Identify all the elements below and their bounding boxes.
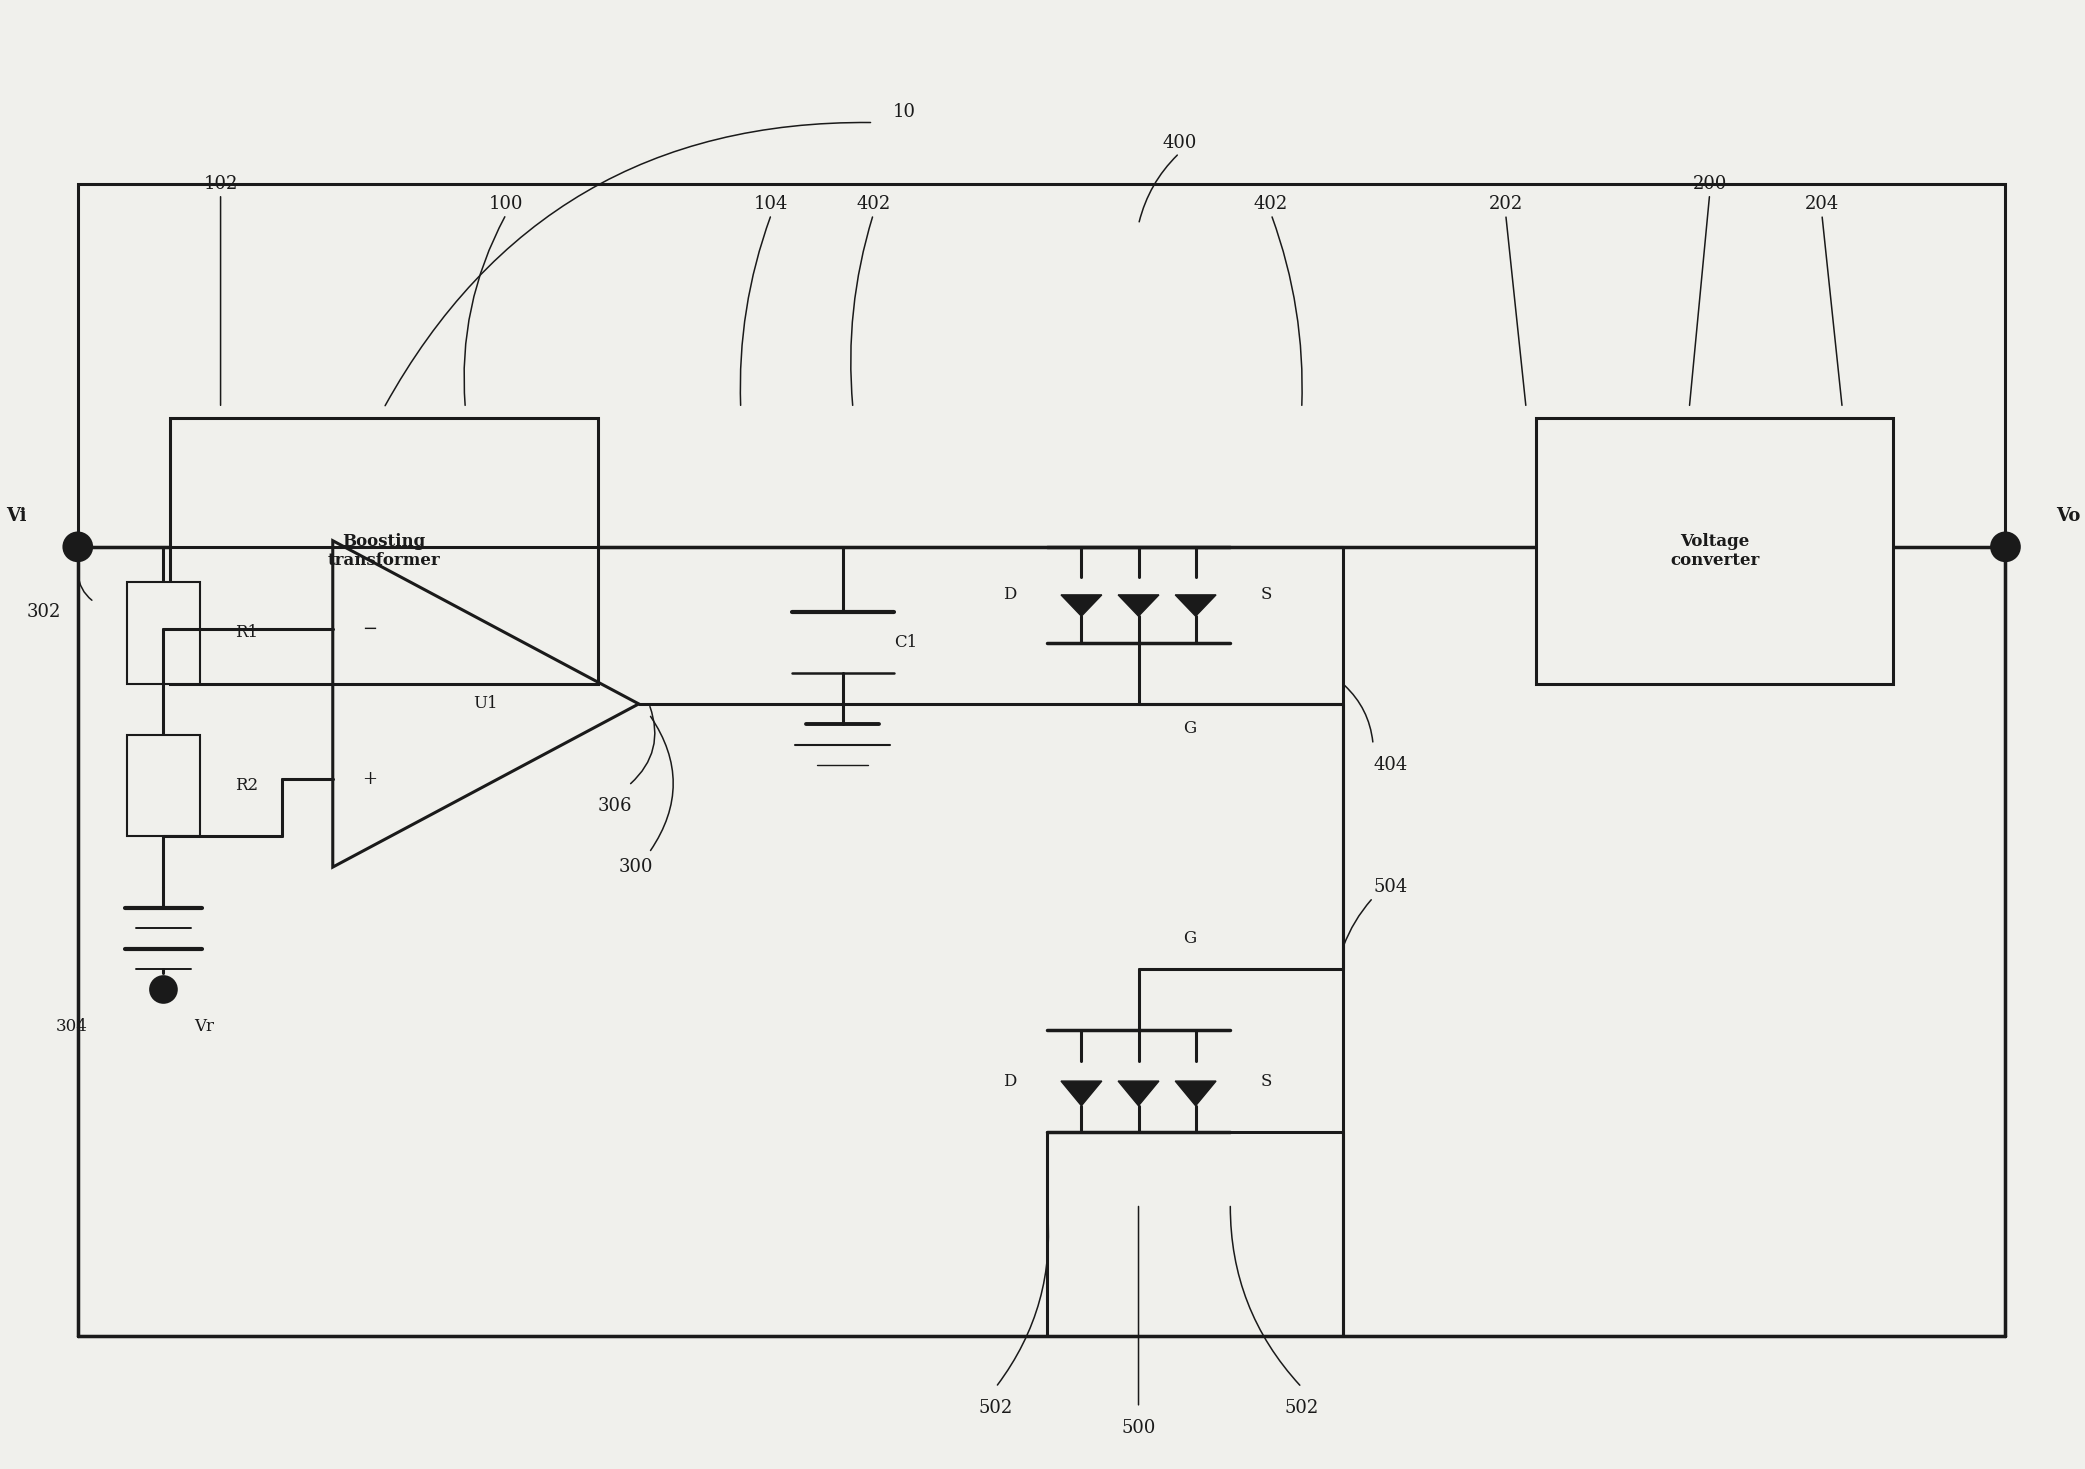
Text: S: S	[1261, 586, 1272, 604]
Bar	[1537, 419, 1893, 683]
Text: 204: 204	[1806, 195, 1839, 213]
Bar	[169, 419, 598, 683]
Text: R2: R2	[236, 777, 259, 795]
Text: 402: 402	[1253, 195, 1289, 213]
Text: G: G	[1184, 930, 1197, 948]
Text: 10: 10	[892, 103, 915, 122]
Text: D: D	[1003, 1072, 1015, 1090]
Bar	[127, 734, 200, 836]
Text: S: S	[1261, 1072, 1272, 1090]
Bar	[77, 184, 2006, 1337]
Polygon shape	[1118, 1081, 1159, 1106]
Text: Boosting
transformer: Boosting transformer	[327, 533, 440, 569]
Text: 504: 504	[1374, 878, 1407, 896]
Text: 100: 100	[488, 195, 523, 213]
Text: C1: C1	[894, 635, 917, 651]
Text: 502: 502	[978, 1398, 1013, 1416]
Polygon shape	[1176, 595, 1216, 616]
Polygon shape	[1061, 1081, 1101, 1106]
Text: 200: 200	[1693, 175, 1726, 192]
Text: 400: 400	[1161, 134, 1197, 151]
Text: 402: 402	[857, 195, 890, 213]
Text: 104: 104	[755, 195, 788, 213]
Text: 302: 302	[27, 604, 60, 621]
Text: D: D	[1003, 586, 1015, 604]
Circle shape	[150, 977, 177, 1003]
Bar	[127, 582, 200, 683]
Text: 500: 500	[1122, 1419, 1155, 1437]
Text: 300: 300	[619, 858, 653, 876]
Text: 202: 202	[1489, 195, 1522, 213]
Text: 304: 304	[56, 1018, 88, 1034]
Polygon shape	[1118, 595, 1159, 616]
Text: U1: U1	[473, 695, 498, 712]
Text: 502: 502	[1284, 1398, 1320, 1416]
Text: Vr: Vr	[194, 1018, 215, 1034]
Text: 404: 404	[1374, 757, 1407, 774]
Text: 102: 102	[204, 175, 238, 192]
Circle shape	[63, 533, 92, 561]
Text: Voltage
converter: Voltage converter	[1670, 533, 1760, 569]
Polygon shape	[1176, 1081, 1216, 1106]
Text: +: +	[363, 770, 377, 787]
Circle shape	[1991, 533, 2020, 561]
Text: −: −	[363, 620, 377, 638]
Text: 306: 306	[598, 796, 632, 815]
Text: Vo: Vo	[2056, 507, 2081, 526]
Text: R1: R1	[236, 624, 259, 640]
Polygon shape	[1061, 595, 1101, 616]
Text: G: G	[1184, 720, 1197, 737]
Text: Vi: Vi	[6, 507, 27, 526]
